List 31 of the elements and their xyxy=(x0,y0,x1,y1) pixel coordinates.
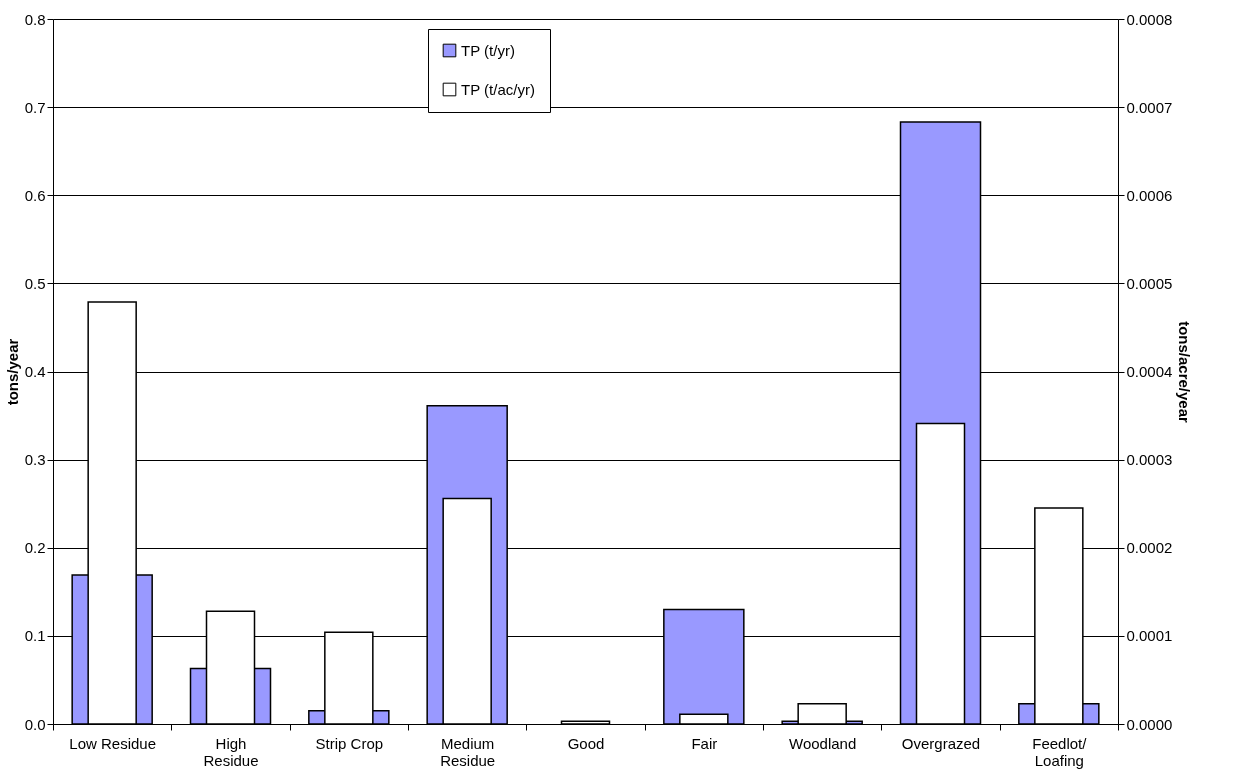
y-axis-title: tons/year xyxy=(3,338,21,406)
y2-tick-label: 0.0008 xyxy=(1126,10,1173,28)
x-tick-label: High Residue xyxy=(203,734,259,769)
y2-axis-title: tons/acre/year xyxy=(1176,321,1194,424)
legend-label: TP (t/yr) xyxy=(461,41,515,59)
y-tick-label: 0.7 xyxy=(24,98,46,116)
y2-tick-label: 0.0003 xyxy=(1126,451,1173,469)
legend-label: TP (t/ac/yr) xyxy=(461,80,535,98)
x-tick-label: Good xyxy=(567,734,605,752)
y2-tick-label: 0.0005 xyxy=(1126,274,1173,292)
y-tick-label: 0.2 xyxy=(24,539,46,557)
x-tick-label: Medium Residue xyxy=(440,734,496,769)
x-tick-label: Strip Crop xyxy=(315,734,384,752)
y2-tick-label: 0.0001 xyxy=(1126,627,1173,645)
y-tick-label: 0.4 xyxy=(24,363,46,380)
y2-tick-label: 0.0006 xyxy=(1126,186,1173,204)
y-tick-label: 0.5 xyxy=(24,274,46,292)
y-tick-label: 0.6 xyxy=(24,186,46,204)
x-tick-label: Fair xyxy=(691,734,718,752)
x-tick-label: Overgrazed xyxy=(901,734,981,752)
x-tick-label: Low Residue xyxy=(69,734,157,752)
y2-tick-label: 0.0007 xyxy=(1126,98,1173,116)
y-tick-label: 0.0 xyxy=(24,715,46,733)
x-tick-label: Feedlot/ Loafing xyxy=(1032,734,1088,769)
y2-tick-label: 0.0000 xyxy=(1126,715,1173,733)
y2-tick-label: 0.0002 xyxy=(1126,539,1173,557)
y-tick-label: 0.1 xyxy=(24,627,46,645)
y2-tick-label: 0.0004 xyxy=(1126,363,1173,380)
y-tick-label: 0.3 xyxy=(24,451,46,469)
x-tick-label: Woodland xyxy=(789,734,857,752)
y-tick-label: 0.8 xyxy=(24,10,46,28)
